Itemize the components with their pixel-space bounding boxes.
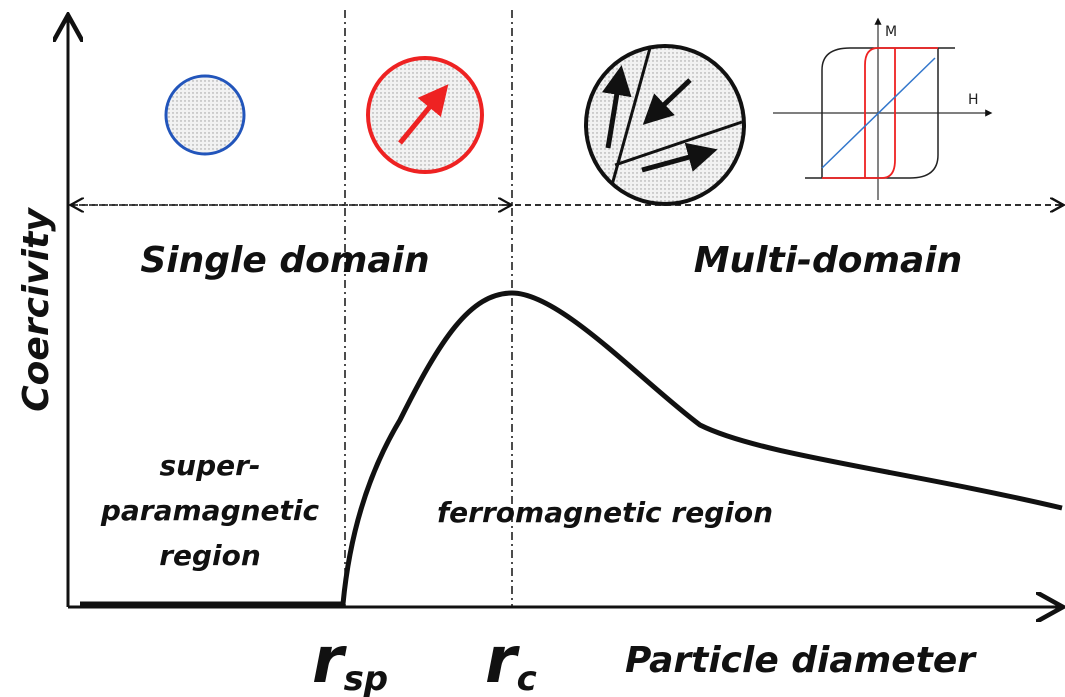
multi-domain-particle — [586, 46, 744, 204]
x-axis-label: Particle diameter — [625, 640, 977, 681]
region-label: region — [159, 539, 261, 572]
marker-symbol: r — [312, 624, 347, 697]
single-domain-particle-large — [368, 58, 482, 172]
marker-subscript: sp — [344, 659, 389, 697]
marker-symbol: r — [485, 624, 520, 697]
marker-label: rsp — [312, 624, 388, 697]
region-label: ferromagnetic region — [437, 496, 773, 529]
marker-subscript: c — [517, 659, 537, 697]
m-label: M — [885, 24, 897, 40]
marker-label: rc — [485, 624, 537, 697]
hysteresis-loop: M H — [773, 20, 990, 200]
diagram: M H Single domain Multi-domain Coercivit… — [0, 0, 1065, 697]
y-axis-label: Coercivity — [16, 207, 57, 412]
region-label: paramagnetic — [100, 494, 320, 527]
single-domain-particle — [166, 76, 244, 154]
multi-domain-label: Multi-domain — [694, 240, 963, 281]
single-domain-label: Single domain — [140, 240, 429, 281]
h-label: H — [968, 92, 979, 108]
region-label: super- — [159, 449, 260, 482]
